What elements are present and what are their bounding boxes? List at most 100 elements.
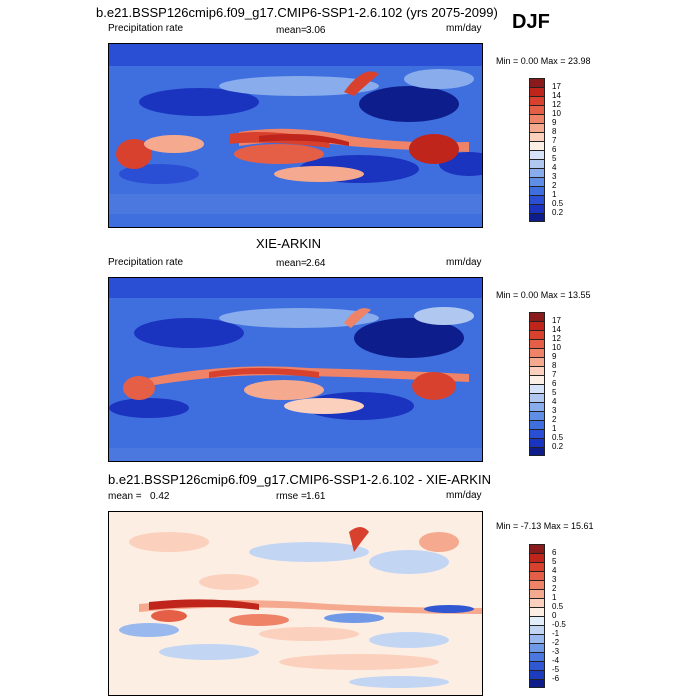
panel2-colorbar-tick: 1 bbox=[552, 424, 557, 433]
panel1-colorbar-tick: 14 bbox=[552, 91, 561, 100]
panel1-min-max: Min = 0.00 Max = 23.98 bbox=[496, 56, 591, 66]
colorbar-swatch bbox=[529, 366, 545, 375]
panel3-mean-value: 0.42 bbox=[150, 491, 170, 502]
panel3-rmse-label: rmse = bbox=[276, 491, 307, 502]
panel1-colorbar-tick: 10 bbox=[552, 109, 561, 118]
panel3-map bbox=[108, 511, 483, 696]
colorbar-swatch bbox=[529, 150, 545, 159]
colorbar-swatch bbox=[529, 96, 545, 105]
season-label: DJF bbox=[512, 11, 550, 33]
colorbar-swatch bbox=[529, 384, 545, 393]
colorbar-swatch bbox=[529, 177, 545, 186]
panel3-colorbar-tick: -3 bbox=[552, 647, 560, 656]
colorbar-swatch bbox=[529, 402, 545, 411]
panel1-colorbar-tick: 0.2 bbox=[552, 208, 564, 217]
panel3-colorbar-tick: 2 bbox=[552, 584, 557, 593]
colorbar-swatch bbox=[529, 87, 545, 96]
colorbar-swatch bbox=[529, 616, 545, 625]
colorbar-swatch bbox=[529, 679, 545, 688]
panel3-colorbar-tick: 1 bbox=[552, 593, 557, 602]
colorbar-swatch bbox=[529, 643, 545, 652]
panel3-colorbar-tick: -4 bbox=[552, 656, 560, 665]
colorbar-swatch bbox=[529, 105, 545, 114]
panel1-colorbar-tick: 6 bbox=[552, 145, 557, 154]
colorbar-swatch bbox=[529, 330, 545, 339]
colorbar-swatch bbox=[529, 652, 545, 661]
panel2-mean-label: mean= bbox=[276, 258, 307, 269]
panel2-precip-field bbox=[109, 278, 482, 461]
panel1-colorbar-tick: 9 bbox=[552, 118, 557, 127]
colorbar-swatch bbox=[529, 634, 545, 643]
panel1-colorbar-tick: 5 bbox=[552, 154, 557, 163]
panel1-variable-label: Precipitation rate bbox=[108, 23, 184, 34]
panel2-min-max: Min = 0.00 Max = 13.55 bbox=[496, 290, 591, 300]
panel3-colorbar-tick: -6 bbox=[552, 674, 560, 683]
panel1-colorbar-tick: 3 bbox=[552, 172, 557, 181]
panel2-units: mm/day bbox=[446, 257, 482, 268]
colorbar-swatch bbox=[529, 159, 545, 168]
panel3-min-max: Min = -7.13 Max = 15.61 bbox=[496, 521, 594, 531]
panel1-colorbar-tick: 4 bbox=[552, 163, 557, 172]
colorbar-swatch bbox=[529, 447, 545, 456]
colorbar-swatch bbox=[529, 429, 545, 438]
colorbar-swatch bbox=[529, 168, 545, 177]
panel1-colorbar-tick: 8 bbox=[552, 127, 557, 136]
panel1-precip-field bbox=[109, 44, 482, 227]
panel1-mean-label: mean= bbox=[276, 25, 307, 36]
panel3-colorbar-tick: -0.5 bbox=[552, 620, 566, 629]
panel2-colorbar-tick: 12 bbox=[552, 334, 561, 343]
colorbar-swatch bbox=[529, 186, 545, 195]
panel1-colorbar bbox=[529, 78, 545, 222]
colorbar-swatch bbox=[529, 114, 545, 123]
panel2-mean-value: 2.64 bbox=[306, 258, 326, 269]
panel3-colorbar-tick: 0 bbox=[552, 611, 557, 620]
colorbar-swatch bbox=[529, 132, 545, 141]
panel2-colorbar-tick: 0.2 bbox=[552, 442, 564, 451]
panel1-colorbar-tick: 2 bbox=[552, 181, 557, 190]
panel2-colorbar-tick: 8 bbox=[552, 361, 557, 370]
panel2-colorbar-tick: 9 bbox=[552, 352, 557, 361]
panel2-colorbar-tick: 3 bbox=[552, 406, 557, 415]
panel3-units: mm/day bbox=[446, 490, 482, 501]
colorbar-swatch bbox=[529, 661, 545, 670]
panel1-map bbox=[108, 43, 483, 228]
panel3-colorbar-tick: 0.5 bbox=[552, 602, 564, 611]
colorbar-swatch bbox=[529, 562, 545, 571]
panel1-colorbar-tick: 1 bbox=[552, 190, 557, 199]
panel2-colorbar-tick: 6 bbox=[552, 379, 557, 388]
panel2-colorbar-tick: 2 bbox=[552, 415, 557, 424]
panel3-rmse-value: 1.61 bbox=[306, 491, 326, 502]
colorbar-swatch bbox=[529, 195, 545, 204]
panel3-title: b.e21.BSSP126cmip6.f09_g17.CMIP6-SSP1-2.… bbox=[108, 472, 491, 487]
colorbar-swatch bbox=[529, 598, 545, 607]
colorbar-swatch bbox=[529, 544, 545, 553]
colorbar-swatch bbox=[529, 357, 545, 366]
colorbar-swatch bbox=[529, 607, 545, 616]
panel1-units: mm/day bbox=[446, 23, 482, 34]
colorbar-swatch bbox=[529, 123, 545, 132]
panel2-colorbar-tick: 4 bbox=[552, 397, 557, 406]
colorbar-swatch bbox=[529, 375, 545, 384]
panel1-colorbar-tick: 0.5 bbox=[552, 199, 564, 208]
panel3-colorbar-tick: 4 bbox=[552, 566, 557, 575]
panel2-colorbar-tick: 0.5 bbox=[552, 433, 564, 442]
panel2-variable-label: Precipitation rate bbox=[108, 257, 184, 268]
panel1-colorbar-tick: 7 bbox=[552, 136, 557, 145]
panel3-difference-field bbox=[109, 512, 482, 695]
colorbar-swatch bbox=[529, 625, 545, 634]
colorbar-swatch bbox=[529, 553, 545, 562]
panel2-colorbar-tick: 17 bbox=[552, 316, 561, 325]
colorbar-swatch bbox=[529, 312, 545, 321]
colorbar-swatch bbox=[529, 348, 545, 357]
colorbar-swatch bbox=[529, 213, 545, 222]
colorbar-swatch bbox=[529, 411, 545, 420]
panel3-colorbar-tick: -1 bbox=[552, 629, 560, 638]
panel2-map bbox=[108, 277, 483, 462]
panel3-colorbar-tick: -5 bbox=[552, 665, 560, 674]
colorbar-swatch bbox=[529, 670, 545, 679]
colorbar-swatch bbox=[529, 78, 545, 87]
panel2-colorbar-tick: 7 bbox=[552, 370, 557, 379]
panel1-title: b.e21.BSSP126cmip6.f09_g17.CMIP6-SSP1-2.… bbox=[96, 5, 498, 20]
colorbar-swatch bbox=[529, 438, 545, 447]
colorbar-swatch bbox=[529, 580, 545, 589]
